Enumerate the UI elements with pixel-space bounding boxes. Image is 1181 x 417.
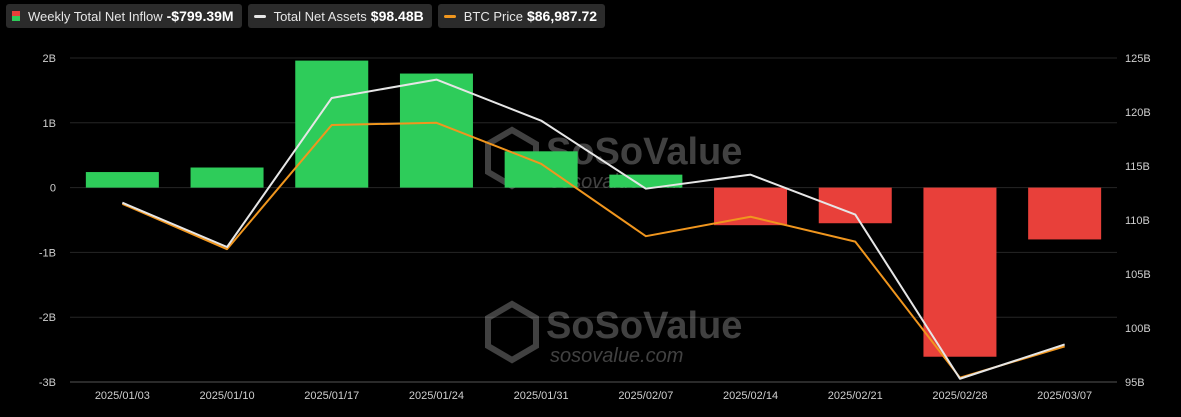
x-tick-label: 2025/02/21 [828,390,883,402]
y-left-tick-label: 0 [50,183,56,195]
legend-assets-value: $98.48B [370,8,424,24]
y-right-tick-label: 105B [1125,269,1151,281]
x-tick-label: 2025/01/03 [95,390,150,402]
y-left-tick-label: -3B [39,377,56,389]
y-left-tick-label: -2B [39,312,56,324]
logo-hexagon [485,300,539,364]
watermark-site: sosovalue.com [550,345,683,367]
btc-price-line [121,121,1065,379]
legend-btc-label: BTC Price [463,8,523,24]
inflow-bar [399,73,473,188]
y-left-tick-label: 1B [43,118,56,130]
x-tick-label: 2025/01/17 [304,390,359,402]
y-axis-left: 2B 1B 0 -1B -2B -3B [39,53,56,389]
y-right-tick-label: 120B [1125,107,1151,119]
legend-inflow[interactable]: Weekly Total Net Inflow -$799.39M [6,4,242,28]
x-tick-label: 2025/02/14 [723,390,778,402]
bar-swatch-icon [12,11,20,21]
x-tick-label: 2025/01/24 [409,390,464,402]
legend-assets[interactable]: Total Net Assets $98.48B [247,4,432,28]
legend-assets-label: Total Net Assets [273,8,367,24]
y-right-tick-label: 125B [1125,53,1151,65]
inflow-bar [714,187,788,226]
legend-inflow-label: Weekly Total Net Inflow [28,8,163,24]
y-right-tick-label: 95B [1125,377,1145,389]
legend-btc[interactable]: BTC Price $86,987.72 [437,4,606,28]
watermark-brand: SoSoValue [546,131,742,173]
total-net-assets-line [121,78,1065,380]
y-left-tick-label: -1B [39,247,56,259]
inflow-bar [85,172,159,188]
legend: Weekly Total Net Inflow -$799.39M Total … [6,4,606,28]
x-tick-label: 2025/03/07 [1037,390,1092,402]
x-axis: 2025/01/03 2025/01/10 2025/01/17 2025/01/24… [70,381,1117,402]
y-right-tick-label: 110B [1125,215,1150,227]
line-swatch-icon [443,14,456,18]
y-left-tick-label: 2B [43,53,56,65]
line-swatch-icon [253,14,266,18]
x-tick-label: 2025/01/31 [514,390,569,402]
inflow-bar [190,167,264,188]
x-tick-label: 2025/01/10 [200,390,255,402]
y-right-tick-label: 100B [1125,323,1151,335]
inflow-bar [923,187,997,357]
inflow-bar [1028,187,1102,240]
y-axis-right: 125B 120B 115B 110B 105B 100B 95B [1125,53,1151,389]
watermark-brand: SoSoValue [546,305,742,347]
legend-btc-value: $86,987.72 [526,8,598,24]
x-tick-label: 2025/02/28 [932,390,987,402]
y-right-tick-label: 115B [1125,161,1150,173]
series-lines [121,78,1065,380]
x-tick-label: 2025/02/07 [618,390,673,402]
legend-inflow-value: -$799.39M [166,8,234,24]
